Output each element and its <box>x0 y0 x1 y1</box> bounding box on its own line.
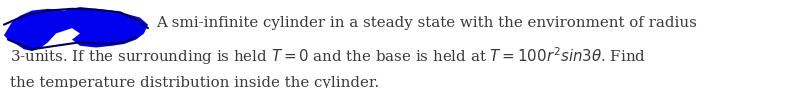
Text: A smi-infinite cylinder in a steady state with the environment of radius: A smi-infinite cylinder in a steady stat… <box>156 16 697 30</box>
Text: the temperature distribution inside the cylinder.: the temperature distribution inside the … <box>10 76 379 88</box>
Text: 3-units. If the surrounding is held $T = 0$ and the base is held at $T = 100r^2 : 3-units. If the surrounding is held $T =… <box>10 46 646 67</box>
Polygon shape <box>4 7 148 51</box>
